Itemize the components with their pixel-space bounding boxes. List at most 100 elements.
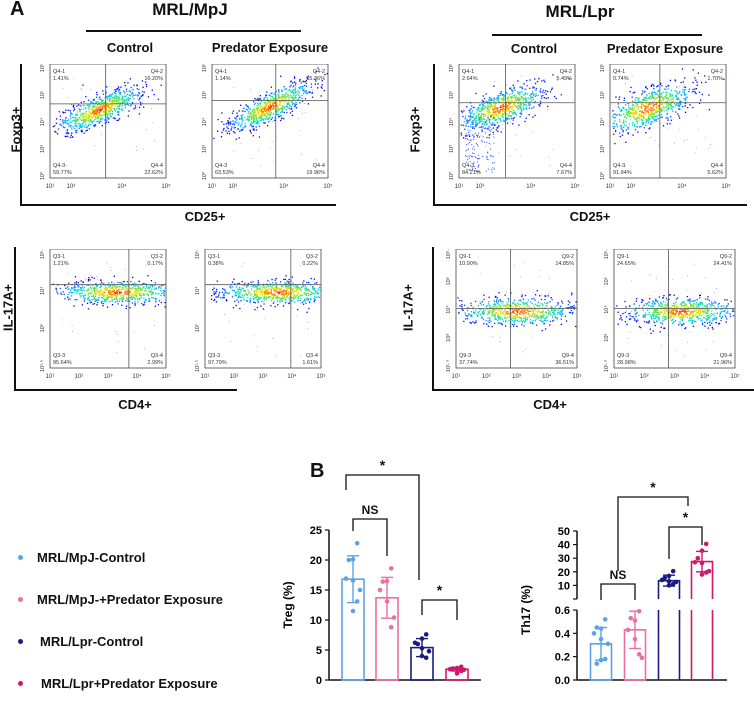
- y-tick-label: 10⁴: [201, 117, 208, 126]
- y-tick-label: 10³: [600, 145, 606, 153]
- data-point: [671, 569, 676, 574]
- y-tick-label: 10⁴: [599, 117, 606, 126]
- data-point: [637, 609, 642, 614]
- data-point: [599, 626, 604, 631]
- y-tick-label: 20: [558, 567, 570, 579]
- quadrant-name: Q4-4: [711, 163, 723, 169]
- x-tick-label: 10¹: [452, 374, 461, 380]
- quadrant-percent: 36.51%: [555, 360, 574, 366]
- quadrant-percent: 22.62%: [144, 170, 163, 176]
- significance-label: *: [380, 457, 386, 473]
- quadrant-name: Q3-2: [306, 254, 318, 260]
- significance-bracket: [601, 584, 635, 600]
- data-point: [667, 574, 672, 579]
- y-tick-label: 50: [558, 526, 570, 538]
- quadrant-percent: 97.79%: [208, 360, 227, 366]
- x-tick-label: 10²: [230, 374, 239, 380]
- group-title-mpj: MRL/MpJ: [90, 0, 290, 20]
- legend: MRL/MpJ-Control MRL/MpJ-+Predator Exposu…: [18, 536, 223, 704]
- flow-plot-lpr-ctrl-treg: Q4-12.64%Q4-25.49%Q4-384.21%Q4-47.67%10¹…: [441, 64, 581, 196]
- quadrant-name: Q4-1: [462, 69, 474, 75]
- data-point: [660, 578, 665, 583]
- data-point: [351, 557, 356, 562]
- y-tick-label: 0.2: [555, 652, 570, 664]
- legend-label: MRL/Lpr-Control: [40, 634, 143, 649]
- cond-mpj-predator: Predator Exposure: [200, 40, 340, 55]
- data-point: [355, 599, 360, 604]
- bracket-lpr-th17-bottom: [432, 389, 754, 391]
- quadrant-percent: 24.41%: [713, 261, 732, 267]
- bracket-mpj-treg-bottom: [20, 204, 336, 206]
- quadrant-percent: 1.61%: [302, 360, 318, 366]
- data-point: [455, 666, 460, 671]
- data-point: [696, 556, 701, 561]
- group-divider-mpj: [86, 30, 301, 32]
- significance-label: NS: [362, 503, 379, 517]
- x-tick-label: 10³: [476, 184, 485, 190]
- quadrant-name: Q4-3: [215, 163, 227, 169]
- quadrant-name: Q4-2: [711, 69, 723, 75]
- y-tick-label: 10³: [449, 145, 455, 153]
- y-tick-label: 10⁴: [448, 117, 455, 126]
- data-point: [427, 649, 432, 654]
- quadrant-percent: 2.99%: [147, 360, 163, 366]
- quadrant-name: Q4-3: [462, 163, 474, 169]
- y-tick-label: 0.6: [555, 605, 570, 617]
- significance-bracket: [422, 600, 457, 620]
- data-point: [355, 541, 360, 546]
- data-point: [592, 631, 597, 636]
- data-point: [637, 652, 642, 657]
- x-tick-label: 10²: [75, 374, 84, 380]
- data-point: [420, 654, 425, 659]
- y-tick-label: 10⁰: [448, 171, 455, 180]
- y-tick-label: 10⁰: [201, 171, 208, 180]
- x-tick-label: 10⁵: [161, 183, 171, 190]
- y-tick-label: 10⁶: [39, 64, 46, 72]
- bracket-lpr-th17-left: [432, 247, 434, 389]
- y-tick-label: 10⁵: [445, 277, 452, 285]
- data-point: [693, 560, 698, 565]
- y-tick-label: 10⁵·⁵: [194, 249, 201, 259]
- x-tick-label: 10⁴: [677, 183, 687, 190]
- x-tick-label: 10¹: [201, 374, 210, 380]
- y-tick-label: 10⁵: [39, 91, 46, 99]
- flow-plot-lpr-ctrl-th17: Q9-110.90%Q9-214.85%Q9-337.74%Q9-436.51%…: [438, 249, 583, 386]
- data-point: [595, 625, 600, 630]
- flow-plot-lpr-pe-th17: Q9-124.65%Q9-224.41%Q9-328.98%Q9-421.96%…: [596, 249, 741, 386]
- y-tick-label: 20: [310, 555, 322, 567]
- y-tick-label: 10⁰: [599, 171, 606, 180]
- x-tick-label: 10³: [670, 374, 679, 380]
- legend-label: MRL/MpJ-Control: [37, 550, 145, 565]
- data-point: [704, 570, 709, 575]
- quadrant-name: Q4-4: [313, 163, 325, 169]
- y-tick-label: 0: [316, 675, 322, 685]
- data-point: [351, 609, 356, 614]
- y-tick-label: 10³: [40, 145, 46, 153]
- quadrant-name: Q9-2: [562, 254, 574, 260]
- quadrant-percent: 84.21%: [462, 170, 481, 176]
- quadrant-name: Q4-2: [313, 69, 325, 75]
- quadrant-name: Q4-3: [53, 163, 65, 169]
- x-tick-label: 10³: [627, 184, 636, 190]
- y-tick-label: 40: [558, 540, 570, 552]
- x-tick-label: 10⁵: [730, 373, 740, 380]
- data-point: [420, 646, 425, 651]
- quadrant-name: Q4-1: [53, 69, 65, 75]
- cond-lpr-predator: Predator Exposure: [590, 41, 740, 56]
- data-point: [671, 582, 676, 587]
- quadrant-name: Q3-4: [151, 353, 163, 359]
- x-tick-label: 10¹: [46, 374, 55, 380]
- y-tick-label: 10¹·⁹: [603, 360, 610, 372]
- quadrant-percent: 1.70%: [707, 76, 723, 82]
- quadrant-percent: 16.20%: [144, 76, 163, 82]
- data-point: [455, 671, 460, 676]
- x-tick-label: 10²: [640, 374, 649, 380]
- data-point: [420, 636, 425, 641]
- data-point: [700, 561, 705, 566]
- x-tick-label: 10²: [482, 374, 491, 380]
- quadrant-percent: 1.41%: [53, 76, 69, 82]
- legend-item: MRL/Lpr+Predator Exposure: [18, 662, 223, 704]
- legend-item: MRL/Lpr-Control: [18, 620, 223, 662]
- quadrant-name: Q3-3: [53, 353, 65, 359]
- quadrant-name: Q9-1: [459, 254, 471, 260]
